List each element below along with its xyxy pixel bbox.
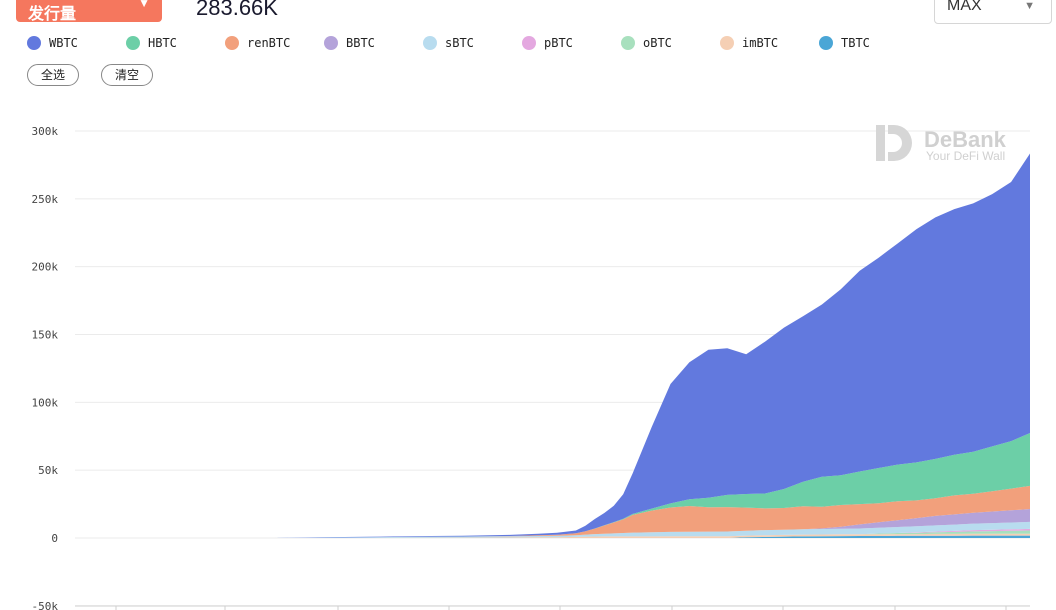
y-tick-label: 300k [32, 125, 59, 138]
legend-dot-obtc [621, 36, 635, 50]
legend-dot-pbtc [522, 36, 536, 50]
series-area-hbtc [84, 433, 1030, 538]
debank-logo-icon [876, 125, 912, 161]
y-tick-label: 200k [32, 261, 59, 274]
series-area-imbtc [84, 533, 1030, 538]
y-tick-label: 100k [32, 396, 59, 409]
legend-label-renbtc: renBTC [247, 36, 291, 50]
y-tick-label: 0 [51, 532, 58, 545]
watermark-tagline: Your DeFi Wall [926, 149, 1005, 163]
total-supply-value: 283.66K [196, 0, 278, 20]
chart-legend: WBTC HBTC renBTC BBTC sBTC pBTC oBTC imB… [27, 35, 927, 53]
y-axis: -50k 0 50k 100k 150k 200k 250k 300k [32, 125, 59, 610]
legend-label-wbtc: WBTC [49, 36, 78, 50]
chart-areas [84, 153, 1030, 538]
time-range-select[interactable]: MAX ▼ [934, 0, 1052, 24]
legend-label-tbtc: TBTC [841, 36, 870, 50]
y-tick-label: 250k [32, 193, 59, 206]
select-all-button[interactable]: 全选 [27, 64, 79, 86]
legend-label-pbtc: pBTC [544, 36, 573, 50]
legend-dot-sbtc [423, 36, 437, 50]
legend-label-obtc: oBTC [643, 36, 672, 50]
y-tick-label: 150k [32, 329, 59, 342]
watermark-brand: DeBank [924, 127, 1007, 152]
legend-label-bbtc: BBTC [346, 36, 375, 50]
metric-select-label: 发行量 [28, 6, 77, 23]
chevron-down-icon: ▼ [138, 0, 150, 10]
legend-label-hbtc: HBTC [148, 36, 177, 50]
series-area-tbtc [84, 535, 1030, 538]
series-area-sbtc [84, 521, 1030, 538]
y-tick-label: -50k [32, 600, 59, 610]
legend-dot-wbtc [27, 36, 41, 50]
series-area-renbtc [84, 485, 1030, 538]
supply-area-chart: -50k 0 50k 100k 150k 200k 250k 300k DeBank Your… [32, 125, 1030, 610]
chevron-down-icon: ▼ [1024, 0, 1035, 12]
legend-dot-imbtc [720, 36, 734, 50]
legend-dot-tbtc [819, 36, 833, 50]
legend-dot-renbtc [225, 36, 239, 50]
series-area-wbtc [84, 153, 1030, 538]
time-range-value: MAX [947, 0, 982, 14]
legend-dot-hbtc [126, 36, 140, 50]
y-tick-label: 50k [38, 464, 58, 477]
x-axis [75, 605, 1030, 610]
legend-label-sbtc: sBTC [445, 36, 474, 50]
metric-select-button[interactable]: 发行量 ▼ [16, 0, 162, 23]
clear-button[interactable]: 清空 [101, 64, 153, 86]
debank-watermark: DeBank Your DeFi Wall [876, 125, 1007, 163]
legend-dot-bbtc [324, 36, 338, 50]
legend-label-imbtc: imBTC [742, 36, 779, 50]
